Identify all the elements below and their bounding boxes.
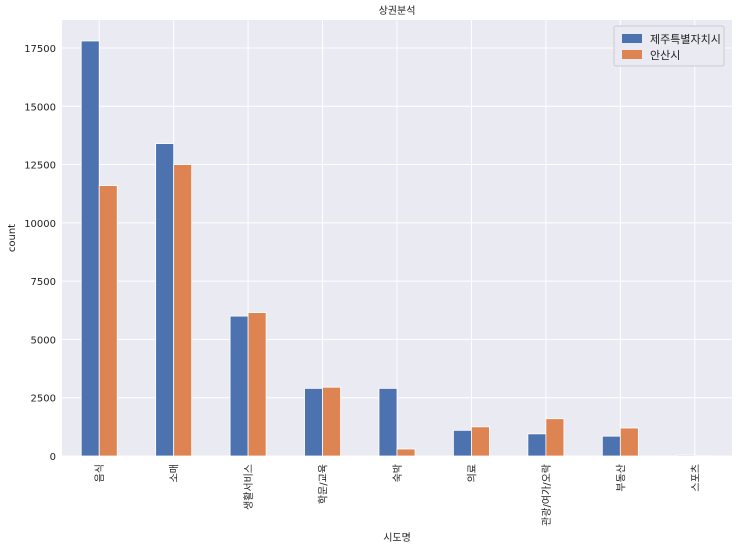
bar-series1-8 xyxy=(676,454,696,457)
y-tick-label: 15000 xyxy=(24,102,56,113)
bar-series1-3 xyxy=(304,387,323,457)
legend-swatch xyxy=(622,34,642,43)
x-tick-label: 숙박 xyxy=(392,464,404,482)
x-tick-label: 음식 xyxy=(94,464,106,482)
x-tick-label: 관광/여가/오락 xyxy=(541,464,553,526)
bar-series2-0 xyxy=(98,185,118,457)
bar-series2-5 xyxy=(471,426,490,457)
bar-series1-2 xyxy=(229,315,249,457)
bar-series1-5 xyxy=(453,429,472,457)
legend-label: 제주특별자치시 xyxy=(650,33,721,46)
bar-series2-4 xyxy=(396,448,416,457)
y-tick-label: 5000 xyxy=(31,335,56,346)
y-tick-label: 17500 xyxy=(24,44,56,55)
bar-series1-4 xyxy=(378,387,398,457)
x-tick-label: 의료 xyxy=(466,464,478,482)
x-tick-label: 스포츠 xyxy=(690,464,702,492)
x-tick-label: 생활서비스 xyxy=(242,464,255,510)
bars xyxy=(80,40,714,457)
y-tick-label: 7500 xyxy=(31,277,56,288)
y-axis-label: count xyxy=(7,224,18,252)
bar-series1-6 xyxy=(527,433,547,457)
bar-series2-1 xyxy=(173,164,193,457)
bar-series2-3 xyxy=(322,386,341,457)
y-tick-labels: 0 2500 5000 7500 10000 12500 15000 17500 xyxy=(24,44,56,463)
bar-series1-0 xyxy=(80,40,100,457)
legend-label: 안산시 xyxy=(650,49,680,62)
bar-series1-7 xyxy=(601,435,621,457)
chart-title: 상권분석 xyxy=(379,5,416,17)
x-tick-labels: 음식 소매 생활서비스 학문/교육 숙박 의료 관광/여가/오락 부동산 스포츠 xyxy=(94,464,702,526)
x-axis-label: 시도명 xyxy=(383,532,411,544)
bar-series2-2 xyxy=(247,312,267,457)
bar-series1-1 xyxy=(155,143,175,457)
x-tick-label: 부동산 xyxy=(615,464,627,492)
y-tick-label: 2500 xyxy=(31,394,56,405)
y-tick-label: 12500 xyxy=(24,161,56,172)
legend-swatch xyxy=(622,50,642,59)
y-tick-label: 0 xyxy=(50,452,56,463)
bar-series2-7 xyxy=(619,427,639,457)
y-tick-label: 10000 xyxy=(24,219,56,230)
bar-series2-6 xyxy=(545,418,565,457)
x-tick-label: 학문/교육 xyxy=(318,464,330,504)
x-tick-label: 소매 xyxy=(169,464,181,482)
